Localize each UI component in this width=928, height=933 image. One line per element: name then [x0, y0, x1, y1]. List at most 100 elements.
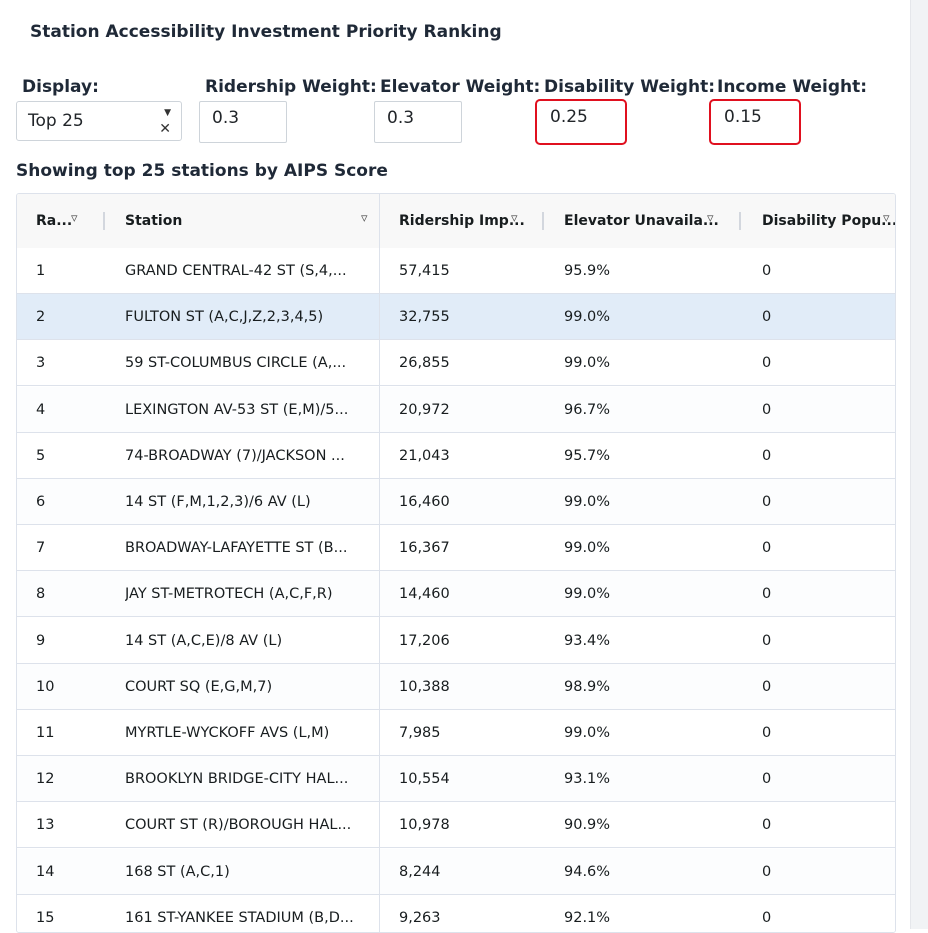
- disability-weight-label: Disability Weight:: [544, 77, 716, 97]
- table-row[interactable]: 3 59 ST-COLUMBUS CIRCLE (A,... 26,855 99.0%…: [17, 340, 895, 387]
- rank-cell: 3: [36, 355, 46, 372]
- display-control: Display: Top 25 ▼ ✕: [16, 76, 182, 141]
- filter-icon[interactable]: ▿: [71, 211, 78, 226]
- page-scrollbar[interactable]: [910, 0, 928, 929]
- table-row[interactable]: 1 GRAND CENTRAL-42 ST (S,4,... 57,415 95.9%…: [17, 248, 895, 294]
- ridership-cell: 21,043: [399, 447, 450, 464]
- column-header-label: Ridership Imp...: [399, 213, 525, 229]
- rank-cell: 4: [36, 401, 46, 418]
- elevator-weight-input[interactable]: 0.3: [374, 101, 462, 143]
- disability-cell: 0: [762, 725, 772, 741]
- column-header-elevator[interactable]: Elevator Unavaila... ▿: [545, 194, 741, 248]
- disability-cell: 0: [762, 678, 772, 695]
- elevator-cell: 98.9%: [564, 678, 611, 695]
- grid-header: Ra... ▿ Station ▿ Ridership Imp... ▿ Ele…: [17, 194, 895, 249]
- column-resize-handle[interactable]: [103, 212, 105, 230]
- disability-weight-input[interactable]: 0.25: [535, 99, 627, 145]
- disability-cell: 0: [762, 863, 772, 880]
- table-row[interactable]: 5 74-BROADWAY (7)/JACKSON ... 21,043 95.7% 0: [17, 432, 895, 479]
- column-header-disability[interactable]: Disability Popu... ▿: [743, 194, 895, 248]
- elevator-cell: 92.1%: [564, 909, 611, 926]
- station-cell: GRAND CENTRAL-42 ST (S,4,...: [125, 263, 347, 279]
- table-row[interactable]: 7 BROADWAY-LAFAYETTE ST (B... 16,367 99.0% 0: [17, 525, 895, 572]
- rank-cell: 15: [36, 909, 55, 926]
- column-resize-handle[interactable]: [739, 212, 741, 230]
- disability-cell: 0: [762, 817, 772, 834]
- disability-cell: 0: [762, 909, 772, 926]
- station-cell: MYRTLE-WYCKOFF AVS (L,M): [125, 725, 330, 741]
- filter-icon[interactable]: ▿: [361, 211, 368, 226]
- filter-icon[interactable]: ▿: [511, 211, 518, 226]
- elevator-cell: 99.0%: [564, 355, 611, 372]
- rank-cell: 11: [36, 725, 55, 741]
- station-cell: 168 ST (A,C,1): [125, 863, 230, 880]
- station-cell: BROOKLYN BRIDGE-CITY HAL...: [125, 771, 349, 788]
- station-cell: 14 ST (F,M,1,2,3)/6 AV (L): [125, 494, 311, 510]
- disability-cell: 0: [762, 447, 772, 464]
- table-row[interactable]: 4 LEXINGTON AV-53 ST (E,M)/5... 20,972 96.7…: [17, 386, 895, 433]
- chevron-down-icon[interactable]: ▼: [164, 108, 171, 118]
- disability-cell: 0: [762, 586, 772, 603]
- table-row[interactable]: 9 14 ST (A,C,E)/8 AV (L) 17,206 93.4% 0: [17, 617, 895, 664]
- display-label: Display:: [22, 77, 99, 97]
- table-row[interactable]: 10 COURT SQ (E,G,M,7) 10,388 98.9% 0: [17, 663, 895, 710]
- elevator-cell: 99.0%: [564, 725, 611, 741]
- ridership-cell: 32,755: [399, 309, 450, 326]
- filter-icon[interactable]: ▿: [883, 211, 890, 226]
- table-row[interactable]: 15 161 ST-YANKEE STADIUM (B,D... 9,263 92.1…: [17, 894, 895, 932]
- ranking-grid: Ra... ▿ Station ▿ Ridership Imp... ▿ Ele…: [16, 193, 896, 933]
- ridership-weight-input[interactable]: 0.3: [199, 101, 287, 143]
- table-row[interactable]: 14 168 ST (A,C,1) 8,244 94.6% 0: [17, 848, 895, 895]
- elevator-cell: 99.0%: [564, 309, 611, 326]
- disability-cell: 0: [762, 309, 772, 326]
- column-header-label: Ra...: [36, 213, 73, 229]
- elevator-cell: 90.9%: [564, 817, 611, 834]
- close-icon[interactable]: ✕: [159, 121, 171, 137]
- rank-cell: 13: [36, 817, 55, 834]
- disability-cell: 0: [762, 632, 772, 649]
- station-cell: 74-BROADWAY (7)/JACKSON ...: [125, 447, 345, 464]
- column-header-ridership[interactable]: Ridership Imp... ▿: [380, 194, 542, 248]
- column-resize-handle[interactable]: [542, 212, 544, 230]
- table-row[interactable]: 2 FULTON ST (A,C,J,Z,2,3,4,5) 32,755 99.0% 0: [17, 294, 895, 341]
- elevator-cell: 95.7%: [564, 447, 611, 464]
- elevator-cell: 99.0%: [564, 540, 611, 557]
- rank-cell: 9: [36, 632, 46, 649]
- station-cell: 161 ST-YANKEE STADIUM (B,D...: [125, 909, 354, 926]
- elevator-cell: 95.9%: [564, 263, 611, 279]
- column-header-station[interactable]: Station ▿: [109, 194, 379, 248]
- column-header-rank[interactable]: Ra... ▿: [17, 194, 117, 248]
- rank-cell: 12: [36, 771, 55, 788]
- rank-cell: 2: [36, 309, 46, 326]
- rank-cell: 14: [36, 863, 55, 880]
- ridership-cell: 14,460: [399, 586, 450, 603]
- income-weight-input[interactable]: 0.15: [709, 99, 801, 145]
- elevator-cell: 94.6%: [564, 863, 611, 880]
- table-row[interactable]: 6 14 ST (F,M,1,2,3)/6 AV (L) 16,460 99.0% 0: [17, 479, 895, 525]
- display-dropdown[interactable]: Top 25 ▼ ✕: [16, 101, 182, 141]
- table-row[interactable]: 12 BROOKLYN BRIDGE-CITY HAL... 10,554 93.1%…: [17, 756, 895, 803]
- elevator-weight-label: Elevator Weight:: [380, 77, 541, 97]
- disability-cell: 0: [762, 263, 772, 279]
- ridership-cell: 8,244: [399, 863, 441, 880]
- ridership-cell: 9,263: [399, 909, 441, 926]
- ridership-cell: 17,206: [399, 632, 450, 649]
- disability-cell: 0: [762, 494, 772, 510]
- table-row[interactable]: 11 MYRTLE-WYCKOFF AVS (L,M) 7,985 99.0% 0: [17, 710, 895, 756]
- ridership-cell: 10,978: [399, 817, 450, 834]
- elevator-cell: 93.1%: [564, 771, 611, 788]
- ridership-cell: 10,554: [399, 771, 450, 788]
- filter-icon[interactable]: ▿: [707, 211, 714, 226]
- ridership-cell: 16,367: [399, 540, 450, 557]
- ridership-cell: 10,388: [399, 678, 450, 695]
- rank-cell: 1: [36, 263, 46, 279]
- income-weight-control: Income Weight: 0.15: [709, 76, 867, 145]
- disability-weight-control: Disability Weight: 0.25: [535, 76, 716, 145]
- station-cell: JAY ST-METROTECH (A,C,F,R): [125, 586, 333, 603]
- station-cell: 59 ST-COLUMBUS CIRCLE (A,...: [125, 355, 347, 372]
- table-row[interactable]: 13 COURT ST (R)/BOROUGH HAL... 10,978 90.9%…: [17, 802, 895, 849]
- station-cell: FULTON ST (A,C,J,Z,2,3,4,5): [125, 309, 324, 326]
- display-dropdown-value: Top 25: [28, 111, 84, 131]
- table-row[interactable]: 8 JAY ST-METROTECH (A,C,F,R) 14,460 99.0% 0: [17, 571, 895, 618]
- ridership-cell: 20,972: [399, 401, 450, 418]
